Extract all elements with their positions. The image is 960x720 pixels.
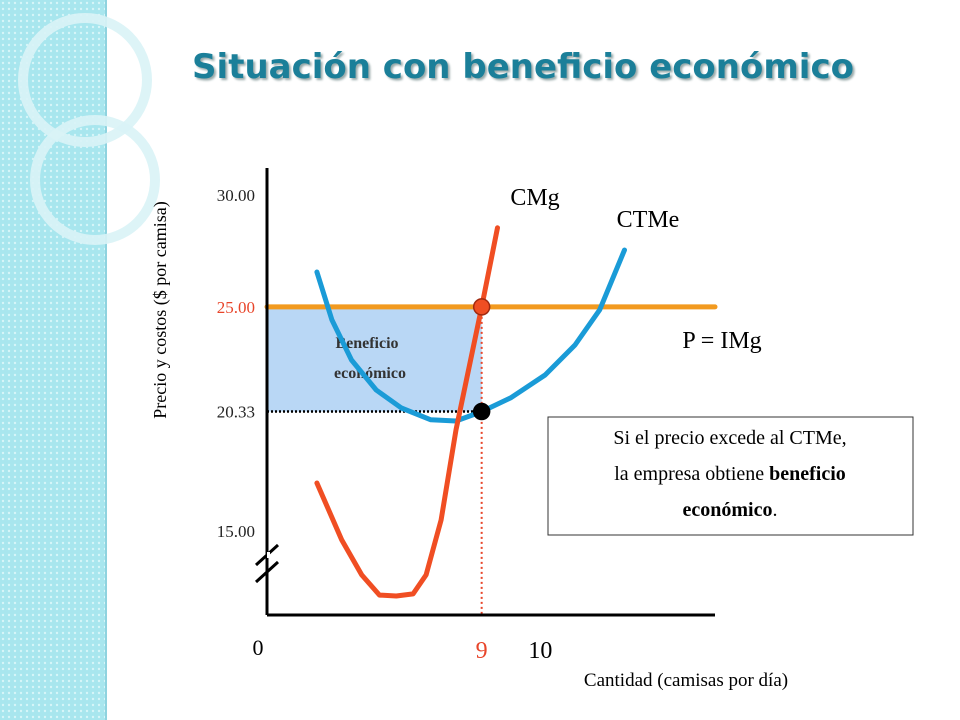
x-axis-label: Cantidad (camisas por día)	[584, 670, 788, 691]
x-tick-label: 10	[528, 638, 552, 664]
annotation-line: Si el precio excede al CTMe,	[613, 427, 846, 449]
point	[472, 298, 491, 316]
plot: Beneficio económico P = IMg CTMe CMg	[264, 185, 762, 615]
point	[472, 402, 491, 421]
deco-circle	[18, 13, 152, 147]
axis-break-gap	[267, 552, 270, 558]
y-tick-label: 15.00	[217, 522, 255, 541]
y-tick-label: 25.00	[217, 298, 255, 317]
slide-title: Situación con beneficio económico	[192, 47, 854, 87]
y-tick-label: 20.33	[217, 403, 255, 422]
origin-label: 0	[253, 635, 264, 660]
annotation-text: Si el precio excede al CTMe,	[613, 427, 846, 449]
profit-label: Beneficio	[335, 335, 398, 352]
profit-area	[267, 306, 482, 412]
axis-break	[254, 560, 280, 584]
annotation-line: la empresa obtiene beneficio	[614, 463, 846, 485]
annotation-line: económico.	[683, 499, 778, 521]
x-tick-label: 9	[476, 638, 488, 664]
deco-circle	[30, 115, 160, 245]
curve-label: CMg	[510, 185, 559, 211]
y-tick-label: 30.00	[217, 186, 255, 205]
annotation-box	[547, 416, 914, 536]
annotation-text: la empresa obtiene	[614, 463, 769, 485]
side-stripe	[0, 0, 105, 720]
profit-label: económico	[334, 365, 406, 382]
annotation-text: económico	[683, 499, 773, 521]
annotation-text: .	[772, 499, 777, 521]
series-line	[314, 225, 500, 599]
curve-label: CTMe	[617, 207, 680, 233]
annotation-text: beneficio	[769, 463, 846, 485]
curve-label: P = IMg	[682, 328, 761, 354]
y-axis-label: Precio y costos ($ por camisa)	[150, 201, 171, 418]
